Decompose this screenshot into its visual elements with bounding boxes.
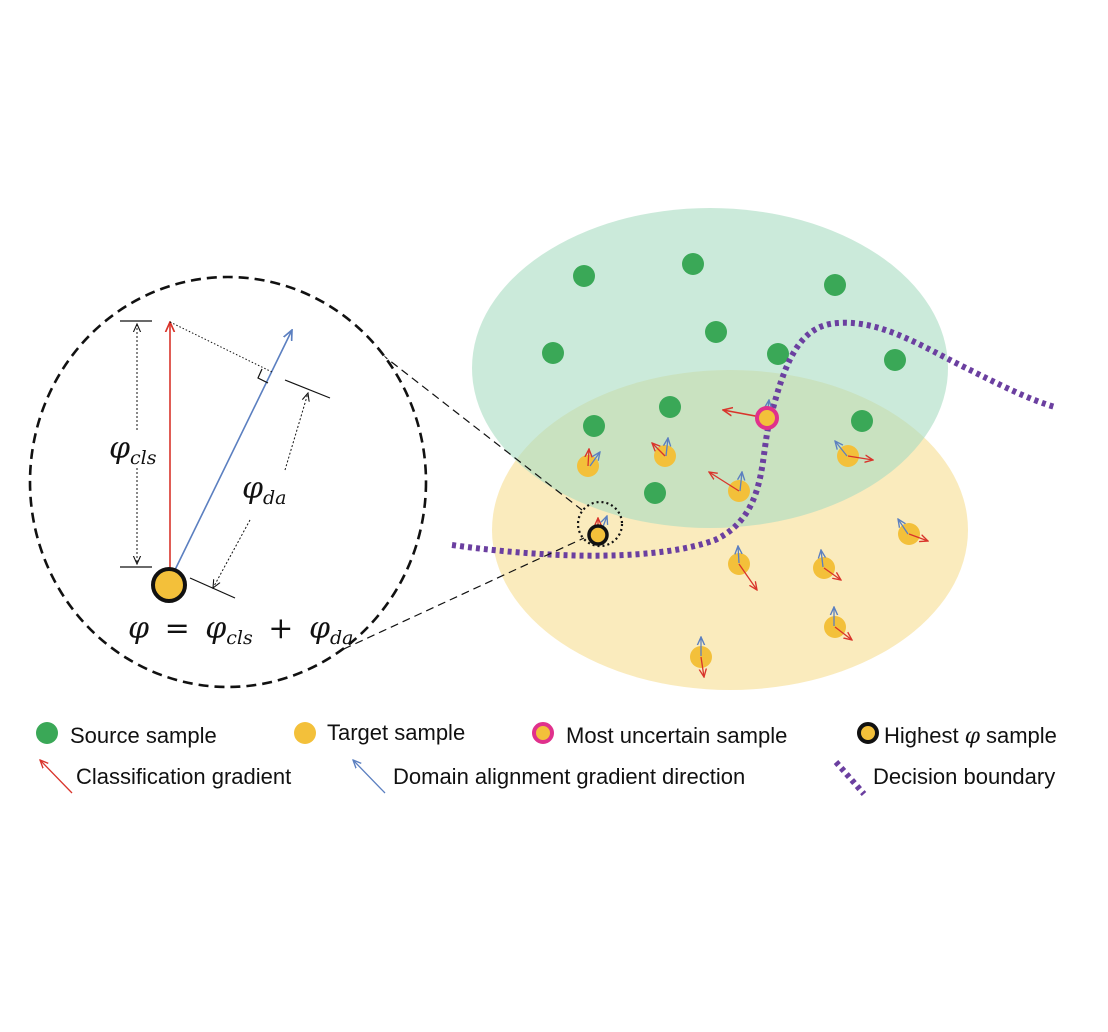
source-sample (644, 482, 666, 504)
target-sample (577, 449, 600, 477)
phi-da-label: φda (242, 471, 287, 509)
svg-text:Source sample: Source sample (70, 723, 217, 748)
projection-line (169, 321, 273, 373)
zoom-connector-bottom (319, 537, 585, 661)
target-sample (709, 472, 750, 502)
source-sample (851, 410, 873, 432)
svg-text:Target sample: Target sample (327, 720, 465, 745)
legend-item-highest-phi: Highest φ sample (857, 722, 1057, 749)
source-sample (705, 321, 727, 343)
highest-phi-sample (576, 500, 624, 548)
black-ring-dot-icon (857, 722, 879, 744)
right-angle-marker (257, 368, 269, 384)
target-sample (824, 607, 852, 640)
source-sample (884, 349, 906, 371)
source-sample (682, 253, 704, 275)
legend-item-classification-gradient: Classification gradient (40, 760, 291, 794)
source-sample (583, 415, 605, 437)
yellow-dot-icon (294, 722, 316, 744)
source-sample (573, 265, 595, 287)
source-sample (824, 274, 846, 296)
svg-text:Domain alignment gradient dire: Domain alignment gradient direction (393, 764, 745, 789)
target-sample (813, 550, 841, 580)
red-arrow-icon (40, 760, 73, 794)
most-uncertain-sample (723, 400, 779, 430)
phi-da-dimension-bottom (213, 519, 251, 588)
phi-formula: φ = φcls + φda (128, 611, 353, 652)
source-sample (767, 343, 789, 365)
pink-ring-dot-icon (532, 722, 554, 744)
target-sample (652, 438, 676, 467)
phi-cls-label: φcls (109, 431, 157, 469)
target-sample (835, 441, 873, 467)
green-dot-icon (36, 722, 58, 744)
legend-item-source: Source sample (36, 722, 217, 748)
phi-da-dimension-top (284, 393, 308, 471)
blue-arrow-icon (353, 760, 386, 794)
zoom-circle (28, 275, 428, 689)
legend: Source sample Target sample Most uncerta… (36, 720, 1057, 796)
svg-text:Most uncertain sample: Most uncertain sample (566, 723, 787, 748)
zoom-domain-gradient (171, 330, 292, 577)
zoom-highest-phi-sample (151, 567, 187, 603)
legend-item-domain-gradient: Domain alignment gradient direction (353, 760, 745, 794)
target-sample (728, 546, 757, 590)
svg-text:Classification gradient: Classification gradient (76, 764, 291, 789)
zoom-detail: φcls φda φ = φcls + φda (109, 320, 353, 652)
target-sample (690, 637, 712, 677)
legend-item-uncertain: Most uncertain sample (532, 722, 787, 748)
source-sample (659, 396, 681, 418)
legend-item-target: Target sample (294, 720, 465, 745)
source-sample (542, 342, 564, 364)
target-sample (898, 519, 928, 545)
source-samples (542, 253, 906, 504)
legend-item-decision-boundary: Decision boundary (833, 760, 1055, 796)
magnifier-ring (576, 500, 624, 548)
svg-text:Decision boundary: Decision boundary (873, 764, 1055, 789)
target-samples (577, 438, 928, 677)
purple-dotted-line-icon (833, 760, 867, 796)
source-domain-region (472, 208, 948, 528)
